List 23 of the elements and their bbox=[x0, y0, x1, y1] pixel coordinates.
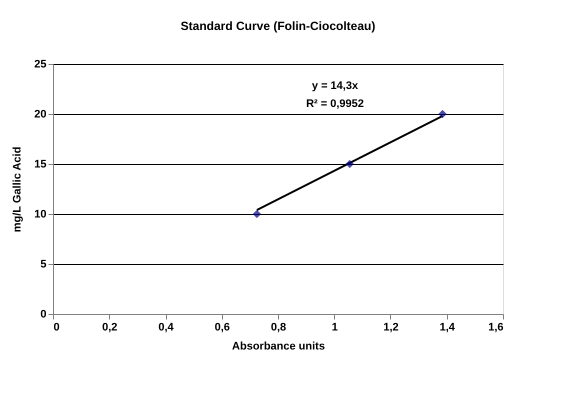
y-axis-title: mg/L Gallic Acid bbox=[11, 146, 24, 232]
y-tick-label: 20 bbox=[34, 108, 46, 120]
point bbox=[252, 210, 262, 218]
x-axis-title: Absorbance units bbox=[232, 340, 325, 352]
chart-title: Standard Curve (Folin-Ciocolteau) bbox=[180, 19, 376, 33]
x-tick-label: 0 bbox=[54, 322, 60, 334]
annotation: y = 14,3x bbox=[312, 80, 359, 92]
x-tick-label: 0,4 bbox=[158, 322, 175, 334]
x-tick-label: 1,6 bbox=[488, 322, 504, 334]
x-tick-label: 1,2 bbox=[383, 322, 399, 334]
x-tick-label: 0,6 bbox=[214, 322, 230, 334]
point bbox=[438, 110, 447, 118]
y-tick-label: 5 bbox=[40, 258, 46, 270]
y-tick-label: 25 bbox=[34, 58, 46, 70]
x-tick-label: 0,2 bbox=[102, 322, 118, 334]
y-tick-label: 0 bbox=[40, 308, 46, 320]
annotation: R² = 0,9952 bbox=[306, 98, 364, 110]
point bbox=[346, 160, 354, 168]
y-tick-label: 15 bbox=[34, 158, 46, 170]
x-tick-label: 1,4 bbox=[440, 322, 456, 334]
x-tick-label: 1 bbox=[332, 322, 338, 334]
y-tick-label: 10 bbox=[34, 208, 46, 220]
x-tick-label: 0,8 bbox=[270, 322, 286, 334]
